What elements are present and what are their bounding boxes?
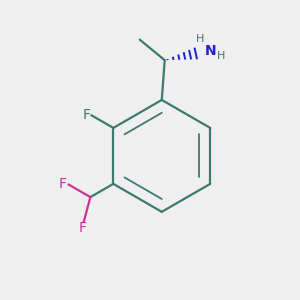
Text: N: N [205,44,217,58]
Text: H: H [196,34,204,44]
Text: F: F [78,221,86,235]
Text: H: H [217,51,225,61]
Text: F: F [59,177,67,191]
Text: F: F [82,107,90,122]
